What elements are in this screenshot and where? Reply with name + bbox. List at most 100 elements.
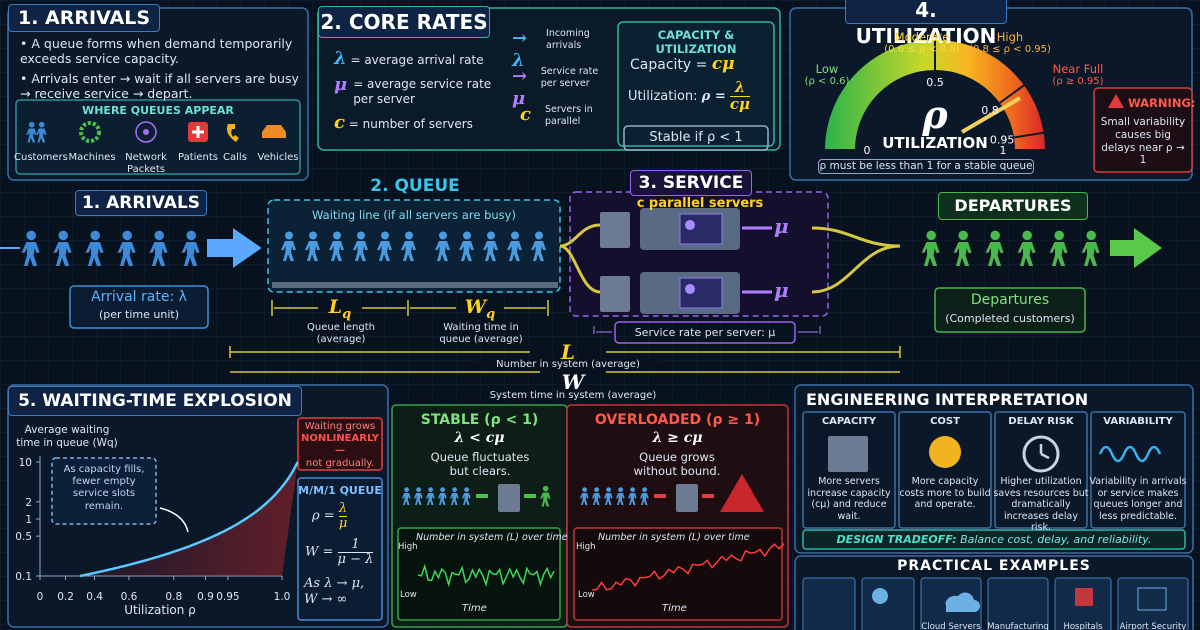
decoration: [143, 129, 149, 135]
legend-text: Service rate per server: [540, 66, 599, 89]
y-tick-label: 0.5: [15, 531, 32, 543]
zone-name: Low: [815, 62, 839, 76]
decoration: [614, 321, 796, 344]
definition-text: = average service rate per server: [353, 77, 492, 106]
annotation: As capacity fills, fewer empty service s…: [63, 464, 145, 512]
decoration: [227, 124, 239, 142]
note: ρ must be less than 1 for a stable queue: [818, 159, 1034, 174]
symbol: → μ: [512, 66, 528, 109]
legend-text: Incoming arrivals: [546, 28, 590, 51]
label: Utilization:: [628, 88, 698, 104]
callout: Waiting grows NONLINEARLY — not gradually.: [298, 421, 382, 470]
card-text: Higher utilization saves resources but d…: [993, 476, 1089, 534]
denominator: cμ: [729, 94, 751, 113]
gauge-tick-label: 1: [1000, 144, 1007, 157]
caption: System time in system (average): [489, 390, 657, 401]
symbol: λ: [512, 49, 525, 71]
decoration: [272, 282, 558, 288]
legend-item: → λ Incoming arrivals: [512, 28, 616, 71]
zone-range: (ρ < 0.6): [804, 76, 850, 88]
zone-name: Moderate: [894, 30, 950, 44]
place-label: Calls: [223, 152, 247, 163]
zone-name: High: [996, 30, 1024, 44]
symbol-main: L: [328, 296, 343, 318]
decoration: [685, 284, 695, 294]
plot-axis: Low: [400, 590, 417, 600]
decoration: [960, 96, 1022, 134]
decoration: [593, 326, 821, 334]
zone-range: (0.6 ≤ ρ < 0.8): [884, 44, 960, 56]
legend: → λ Incoming arrivals → μ Service rate per…: [512, 28, 616, 127]
stability: Stable if ρ < 1: [649, 130, 743, 145]
decoration: [1022, 435, 1060, 473]
regime-title: STABLE (ρ < 1): [420, 412, 539, 428]
definition-text: = number of servers: [348, 117, 473, 131]
decoration: [802, 577, 1189, 630]
decoration: [872, 588, 888, 604]
decoration: [229, 300, 901, 373]
definition: λ = average arrival rate: [334, 48, 514, 74]
definition-text: = average arrival rate: [350, 53, 484, 67]
symbol: c: [520, 104, 531, 125]
label: Capacity =: [630, 57, 708, 73]
card-title: VARIABILITY: [1103, 416, 1173, 427]
x-tick-label: 0.6: [121, 591, 138, 603]
formula: As λ → μ, W → ∞: [304, 576, 365, 607]
decoration: [1110, 228, 1162, 268]
callout-text: not gradually.: [305, 457, 375, 469]
definitions: λ = average arrival rate μ = average serv…: [334, 48, 514, 134]
decoration: [994, 411, 1088, 529]
section-title: DEPARTURES: [938, 192, 1088, 220]
fraction: λ cμ: [729, 79, 751, 113]
x-tick-label: 0: [37, 591, 44, 603]
shaded-area: [40, 462, 298, 576]
arrival-unit: (per time unit): [98, 308, 179, 321]
symbol: μ: [774, 214, 789, 238]
decoration: [802, 411, 896, 529]
regime-text: Queue fluctuates but clears.: [430, 450, 530, 479]
gauge-tick: [1013, 131, 1044, 139]
symbol: μ: [334, 74, 348, 95]
decoration: [623, 125, 769, 151]
x-tick-label: 0.4: [86, 591, 103, 603]
panel-title: 2. CORE RATES: [318, 6, 490, 38]
decoration: [1137, 587, 1167, 611]
place-label: Vehicles: [257, 152, 299, 163]
symbol: c: [334, 112, 345, 133]
example-label: Manufacturing: [987, 622, 1049, 630]
decoration: [600, 212, 630, 248]
numerator: 1: [351, 537, 360, 552]
decoration: [720, 474, 764, 512]
decoration: [872, 587, 1167, 612]
section-title: 3. SERVICE: [630, 170, 752, 196]
sparkline: [591, 543, 785, 591]
gauge-tick-label: 0.8: [981, 104, 999, 117]
bullet-text: Arrivals enter → wait if all servers are…: [20, 70, 299, 101]
decoration: [898, 411, 992, 529]
decoration: [685, 220, 695, 230]
formula: ρ =: [701, 88, 726, 104]
decoration: [297, 417, 383, 471]
decoration: [1075, 588, 1093, 606]
y-tick-label: 2: [25, 497, 32, 509]
decoration: [559, 223, 601, 294]
decoration: [676, 484, 698, 512]
formula: cμ: [711, 54, 735, 74]
decoration: [679, 213, 723, 245]
x-tick-label: 0.9: [197, 591, 214, 603]
plot-title: Number in system (L) over time: [416, 532, 568, 543]
decoration: [929, 436, 961, 468]
panel-title: 5. WAITING-TIME EXPLOSION: [8, 386, 302, 416]
gauge-tick-label: 0: [864, 144, 871, 157]
decoration: [15, 99, 301, 175]
panel-title: ENGINEERING INTERPRETATION: [806, 390, 1089, 409]
symbol: Lq: [310, 296, 370, 323]
warning-text: Small variability causes big delays near…: [1100, 116, 1186, 167]
decoration: [1039, 444, 1050, 460]
decoration: [679, 277, 723, 309]
caption: Service rate per server: μ: [634, 326, 776, 339]
